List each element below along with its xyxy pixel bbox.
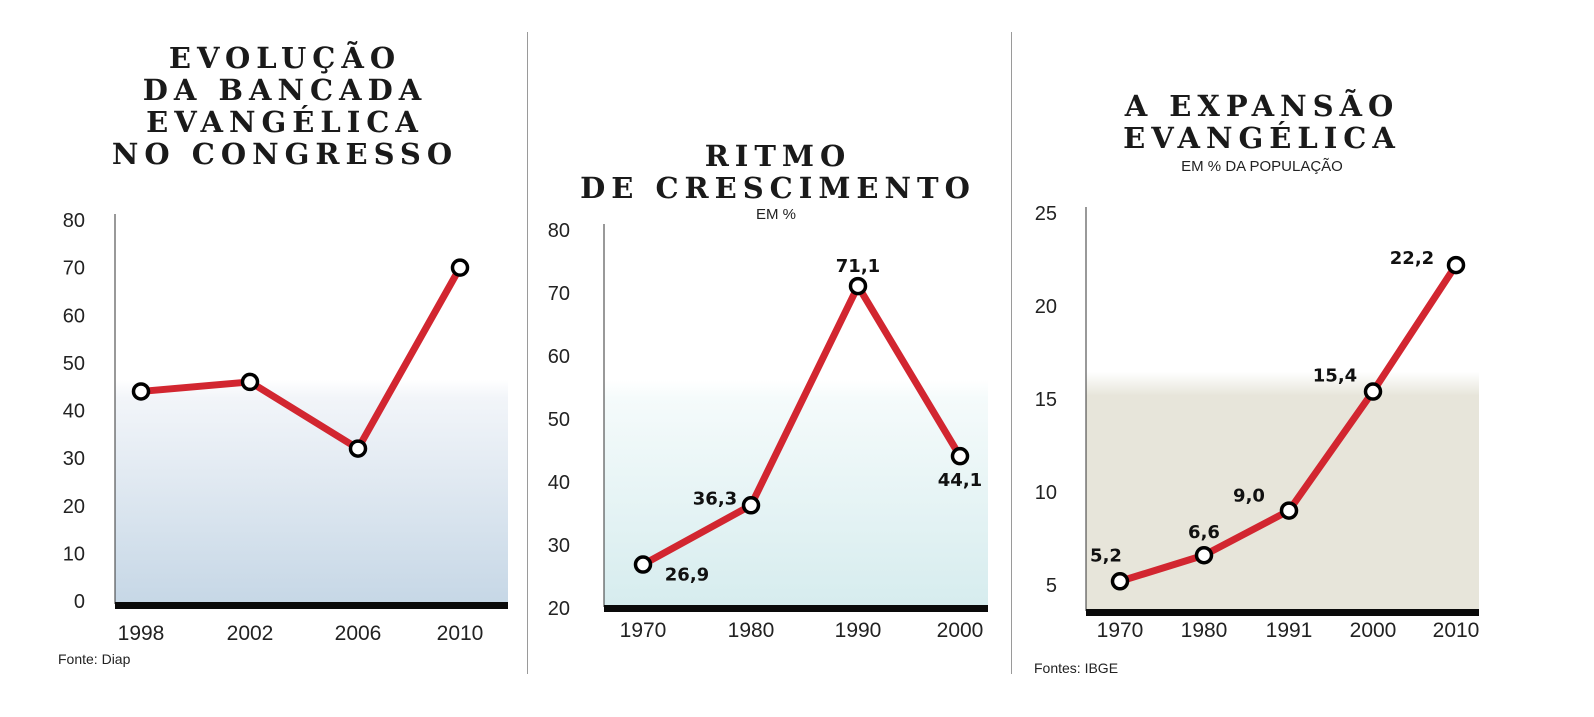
- chart-3-data-label: 6,6: [1188, 522, 1220, 543]
- chart-1-background: [115, 380, 508, 604]
- chart-3-y-tick-label: 15: [1035, 389, 1057, 411]
- chart-3-x-tick-label: 1970: [1097, 619, 1144, 642]
- chart-2-y-tick-label: 20: [548, 598, 570, 620]
- chart-1-x-axis: [115, 602, 508, 609]
- chart-2-title-line-2: DE CRESCIMENTO: [580, 171, 976, 205]
- chart-3-x-tick-label: 1980: [1181, 619, 1228, 642]
- chart-2-y-tick-label: 30: [548, 535, 570, 557]
- chart-3-data-label: 22,2: [1390, 248, 1434, 269]
- chart-2-x-tick-label: 2000: [937, 619, 984, 642]
- chart-1-series-line: [140, 265, 464, 454]
- chart-panel-1: EVOLUÇÃO DA BANCADA EVANGÉLICA NO CONGRE…: [0, 0, 528, 717]
- chart-panel-3: A EXPANSÃO EVANGÉLICA EM % DA POPULAÇÃO …: [1012, 0, 1594, 717]
- chart-1-y-tick-label: 60: [63, 305, 85, 327]
- chart-1-title-line-4: NO CONGRESSO: [111, 137, 459, 171]
- chart-3-y-tick-label: 10: [1035, 482, 1057, 504]
- chart-3-title: A EXPANSÃO EVANGÉLICA: [1012, 90, 1512, 154]
- chart-2-data-label: 36,3: [693, 488, 737, 509]
- chart-3-subtitle: EM % DA POPULAÇÃO: [1181, 158, 1343, 175]
- chart-1-data-point: [240, 372, 260, 392]
- chart-3-data-point: [1279, 501, 1299, 520]
- chart-2-data-point: [741, 496, 761, 515]
- chart-3-data-point: [1194, 545, 1214, 565]
- chart-3-y-tick-label: 25: [1035, 203, 1057, 225]
- chart-1-y-tick-label: 40: [63, 401, 85, 423]
- chart-1-y-tick-label: 70: [63, 258, 85, 280]
- chart-2-y-tick-label: 40: [548, 472, 570, 494]
- chart-2-series-line: [641, 278, 964, 568]
- chart-3-data-point: [1363, 382, 1383, 401]
- chart-3-title-line-2: EVANGÉLICA: [1123, 121, 1401, 155]
- chart-panel-2: RITMO DE CRESCIMENTO EM % 20 30 40 50 60 70 80…: [528, 0, 1012, 717]
- chart-2-x-tick-label: 1980: [728, 619, 775, 642]
- chart-3-x-tick-label: 1991: [1266, 619, 1313, 642]
- chart-2-subtitle: EM %: [755, 206, 796, 223]
- chart-2-data-point: [950, 446, 970, 466]
- chart-2-x-axis: [604, 605, 988, 612]
- chart-2-y-tick-label: 80: [548, 220, 570, 242]
- chart-3-title-line-1: A EXPANSÃO: [1124, 89, 1400, 123]
- chart-1-title-line-2: DA BANCADA: [142, 73, 428, 107]
- chart-1-title-line-3: EVANGÉLICA: [146, 105, 424, 139]
- chart-1-plot: 0 10 20 30 40 50 60 70 80 1998 2002 2006 2010: [63, 210, 508, 645]
- chart-1-y-tick-label: 50: [63, 353, 85, 375]
- chart-3-x-tick-label: 2000: [1350, 619, 1397, 642]
- chart-2-data-point: [848, 276, 868, 296]
- chart-2-y-tick-label: 50: [548, 409, 570, 431]
- chart-2-y-tick-label: 60: [548, 346, 570, 368]
- panel-divider-1: [527, 32, 528, 674]
- chart-3-data-point: [1110, 572, 1130, 591]
- chart-3-x-axis: [1086, 609, 1479, 616]
- chart-1-data-point: [348, 439, 368, 458]
- chart-3-y-tick-label: 5: [1046, 575, 1057, 597]
- chart-1-y-tick-label: 0: [74, 591, 85, 613]
- chart-1-x-tick-label: 1998: [118, 622, 165, 645]
- chart-2-data-label: 44,1: [938, 470, 982, 491]
- chart-1-y-tick-label: 80: [63, 210, 85, 232]
- chart-2-data-label: 71,1: [836, 256, 880, 277]
- chart-2-y-tick-label: 70: [548, 283, 570, 305]
- chart-1-x-tick-label: 2010: [437, 622, 484, 645]
- chart-1-y-tick-label: 10: [63, 543, 85, 565]
- chart-3-x-tick-label: 2010: [1433, 619, 1480, 642]
- chart-1-title-line-1: EVOLUÇÃO: [168, 41, 402, 75]
- chart-2-x-tick-label: 1990: [835, 619, 882, 642]
- chart-1-data-point: [131, 382, 151, 401]
- chart-1-y-tick-label: 30: [63, 448, 85, 470]
- chart-2-x-tick-label: 1970: [620, 619, 667, 642]
- panel-divider-2: [1011, 32, 1012, 674]
- chart-2-data-point: [633, 555, 653, 574]
- chart-1-y-tick-label: 20: [63, 496, 85, 518]
- chart-3-source: Fontes: IBGE: [1034, 660, 1119, 676]
- chart-1-data-point: [450, 258, 470, 277]
- chart-2-title-line-1: RITMO: [704, 139, 852, 173]
- chart-2-title: RITMO DE CRESCIMENTO: [528, 140, 1028, 204]
- chart-1-x-tick-label: 2002: [227, 622, 274, 645]
- chart-1-x-tick-label: 2006: [335, 622, 382, 645]
- chart-3-y-tick-label: 20: [1035, 296, 1057, 318]
- chart-2-data-label: 26,9: [665, 565, 709, 586]
- chart-1-title: EVOLUÇÃO DA BANCADA EVANGÉLICA NO CONGRE…: [0, 42, 570, 170]
- chart-3-data-label: 9,0: [1233, 486, 1265, 507]
- chart-3-plot: 5 10 15 20 25 1970 1980 1991 2000 2010 5,2 6,6 9,0 15…: [1035, 203, 1480, 642]
- chart-3-data-label: 15,4: [1313, 366, 1357, 387]
- chart-3-data-point: [1446, 255, 1466, 275]
- chart-3-data-label: 5,2: [1090, 545, 1122, 566]
- chart-2-plot: 20 30 40 50 60 70 80 1970 1980 1990 2000 26,9 36,3 71…: [548, 220, 988, 642]
- chart-1-source: Fonte: Diap: [58, 651, 131, 667]
